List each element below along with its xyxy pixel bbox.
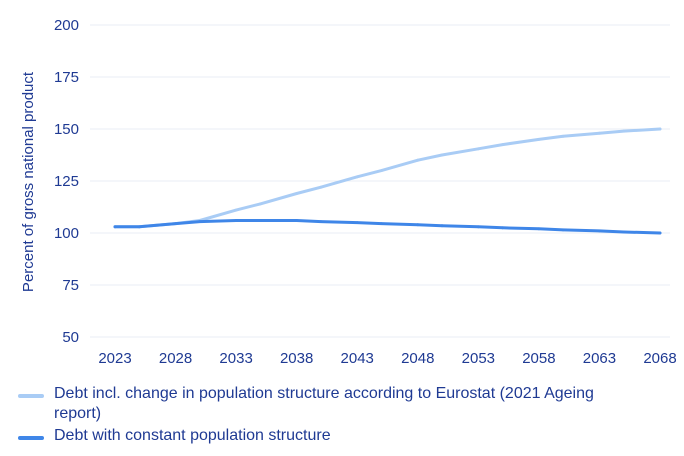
data-point [198,220,201,223]
data-point [622,231,625,234]
data-point [174,222,177,225]
legend-label-series-2: Debt with constant population structure [54,426,331,446]
data-point [356,175,359,178]
data-point [295,192,298,195]
legend-item-series-1: Debt incl. change in population structur… [18,384,678,424]
y-tick-label: 125 [54,173,79,190]
data-point [380,169,383,172]
data-point [477,225,480,228]
data-point [598,132,601,135]
legend-swatch-series-1 [18,394,44,398]
data-point [538,227,541,230]
data-point [356,221,359,224]
data-point [295,219,298,222]
legend: Debt incl. change in population structur… [18,384,678,448]
data-point [416,159,419,162]
x-tick-label: 2068 [643,350,676,367]
data-point [259,219,262,222]
data-point [320,186,323,189]
data-point [138,225,141,228]
y-tick-label: 75 [62,277,79,294]
data-point [659,232,662,235]
series-1 [114,128,662,229]
series-line-2 [115,221,660,234]
x-tick-label: 2038 [280,350,313,367]
x-tick-label: 2043 [341,350,374,367]
data-point [441,154,444,157]
series-line-1 [115,129,660,227]
x-tick-label: 2053 [462,350,495,367]
y-axis-ticks: 50 75 100 125 150 175 200 [54,17,79,346]
data-point [598,230,601,233]
y-axis-label: Percent of gross national product [20,71,37,292]
data-point [416,223,419,226]
data-point [562,135,565,138]
data-point [622,130,625,133]
data-point [235,219,238,222]
data-point [501,226,504,229]
y-tick-label: 100 [54,225,79,242]
legend-label-series-1: Debt incl. change in population structur… [54,384,614,424]
legend-item-series-2: Debt with constant population structure [18,426,678,446]
y-tick-label: 50 [62,329,79,346]
x-tick-label: 2033 [219,350,252,367]
data-point [477,147,480,150]
data-point [259,203,262,206]
data-point [538,138,541,141]
x-tick-label: 2058 [522,350,555,367]
gridlines [90,25,670,337]
y-tick-label: 175 [54,69,79,86]
x-tick-label: 2023 [98,350,131,367]
data-point [235,209,238,212]
x-axis-ticks: 2023 2028 2033 2038 2043 2048 2053 2058 2063 2068 [98,350,676,367]
x-tick-label: 2063 [583,350,616,367]
legend-swatch-series-2 [18,436,44,440]
y-tick-label: 150 [54,121,79,138]
x-tick-label: 2028 [159,350,192,367]
data-point [441,224,444,227]
x-tick-label: 2048 [401,350,434,367]
y-tick-label: 200 [54,17,79,34]
data-point [114,225,117,228]
data-point [562,229,565,232]
line-chart: 50 75 100 125 150 175 200 2023 2028 2033 2038 2043… [0,0,684,380]
data-point [659,128,662,131]
data-point [320,220,323,223]
data-point [380,222,383,225]
data-point [501,143,504,146]
series-2 [114,219,662,234]
